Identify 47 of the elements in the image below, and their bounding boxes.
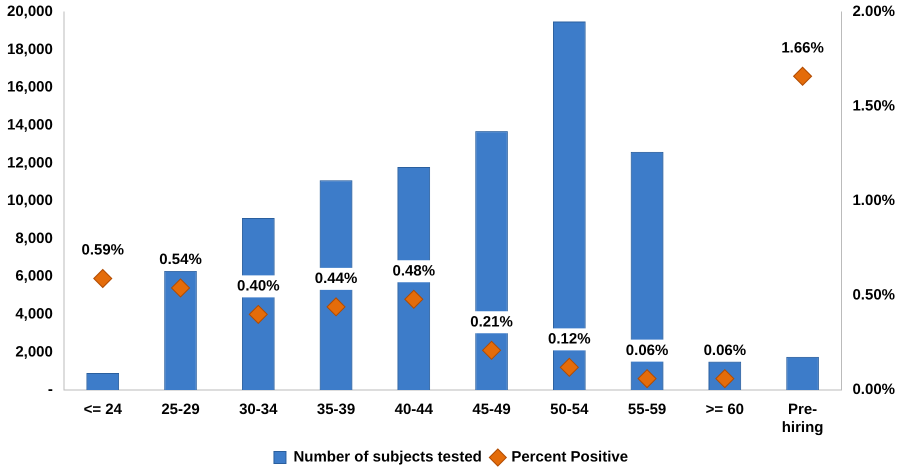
legend-label: Number of subjects tested bbox=[293, 448, 482, 466]
x-tick-label: 35-39 bbox=[316, 401, 356, 418]
y-tick-label: 12,000 bbox=[6, 154, 53, 172]
x-tick-label: 30-34 bbox=[239, 401, 278, 418]
point bbox=[638, 369, 657, 388]
y-tick-label: 2,000 bbox=[15, 343, 53, 360]
x-tick-label: 25-29 bbox=[161, 401, 200, 418]
x-tick-label: 55-59 bbox=[628, 401, 666, 418]
data-label: 0.54% bbox=[159, 251, 202, 268]
y-tick-label: 10,000 bbox=[6, 192, 53, 210]
y-tick-label: - bbox=[48, 381, 53, 398]
data-label: 0.12% bbox=[548, 330, 591, 348]
y2-tick-label: 2.00% bbox=[852, 3, 896, 20]
x-tick-label: Pre-hiring bbox=[782, 401, 824, 436]
point bbox=[560, 358, 579, 377]
x-tick-label: 50-54 bbox=[550, 401, 590, 418]
y-tick-label: 18,000 bbox=[6, 40, 53, 58]
x-tick-label: <= 24 bbox=[84, 401, 123, 418]
point bbox=[482, 340, 502, 360]
y2-tick-label: 1.00% bbox=[852, 192, 896, 210]
x-tick-label: 45-49 bbox=[472, 401, 511, 418]
y2-tick-label: 0.50% bbox=[852, 286, 896, 304]
point bbox=[404, 290, 424, 309]
y-tick-label: 20,000 bbox=[6, 3, 53, 20]
y-tick-label: 16,000 bbox=[6, 78, 53, 96]
data-label: 0.44% bbox=[314, 270, 358, 287]
data-label: 0.40% bbox=[237, 278, 280, 295]
data-label: 1.66% bbox=[781, 39, 824, 56]
y-tick-label: 6,000 bbox=[15, 268, 53, 285]
y-tick-label: 8,000 bbox=[15, 230, 53, 247]
data-label: 0.06% bbox=[626, 342, 668, 359]
data-label: 0.06% bbox=[704, 342, 746, 359]
y-tick-label: 4,000 bbox=[15, 306, 53, 323]
y-tick-label: 14,000 bbox=[6, 116, 53, 134]
point bbox=[326, 297, 346, 316]
y2-tick-label: 1.50% bbox=[852, 98, 896, 115]
legend-label: Percent Positive bbox=[511, 448, 628, 466]
point bbox=[93, 268, 112, 288]
x-tick-label: >= 60 bbox=[706, 401, 744, 418]
x-tick-label: 40-44 bbox=[394, 401, 434, 418]
point bbox=[171, 278, 190, 298]
point bbox=[248, 304, 268, 324]
data-label: 0.59% bbox=[81, 242, 124, 259]
y2-tick-label: 0.00% bbox=[852, 381, 896, 398]
data-label: 0.21% bbox=[470, 313, 513, 330]
data-label: 0.48% bbox=[392, 262, 436, 280]
point bbox=[793, 66, 812, 86]
